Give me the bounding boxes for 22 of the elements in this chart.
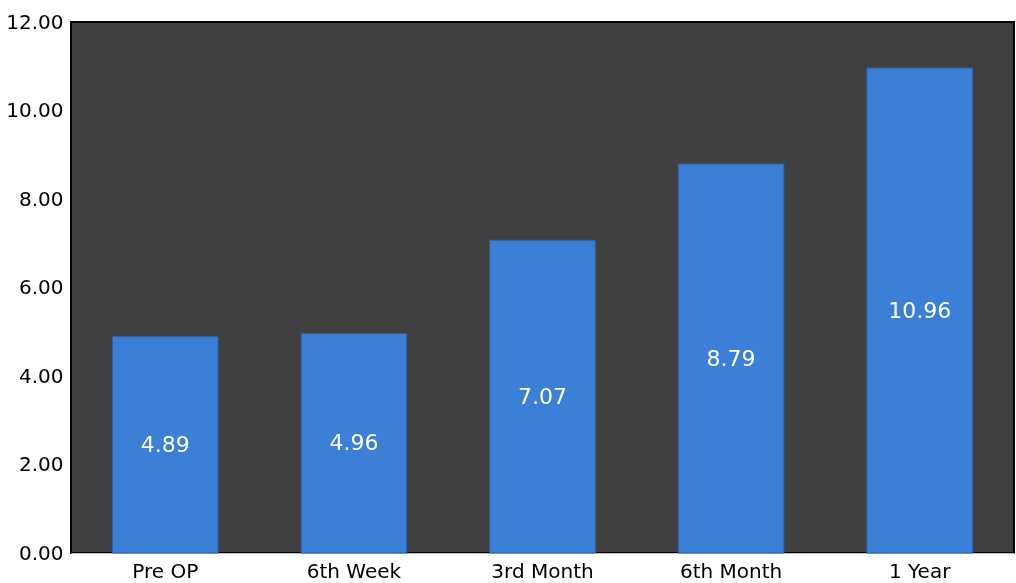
bar xyxy=(111,336,219,554)
bar xyxy=(677,163,785,554)
y-tick-label: 10.00 xyxy=(6,98,64,122)
x-tick-label: 1 Year xyxy=(888,558,952,583)
y-tick-label: 6.00 xyxy=(18,275,64,299)
y-tick-label: 2.00 xyxy=(18,452,64,476)
x-tick-label: 6th Month xyxy=(679,558,783,583)
bar xyxy=(300,333,408,554)
data-label: 4.89 xyxy=(140,431,190,457)
x-tick-label: 6th Week xyxy=(306,558,402,583)
bar xyxy=(489,239,596,554)
data-label: 8.79 xyxy=(706,345,756,371)
data-label: 7.07 xyxy=(518,383,567,409)
y-tick-label: 12.00 xyxy=(6,9,64,34)
y-tick-label: 0.00 xyxy=(18,540,64,565)
x-tick-label: Pre OP xyxy=(132,558,199,583)
y-tick-label: 8.00 xyxy=(18,186,64,211)
data-label: 10.96 xyxy=(888,297,952,323)
bar xyxy=(866,67,974,554)
data-label: 4.96 xyxy=(329,430,379,456)
y-tick-label: 4.00 xyxy=(18,363,64,388)
x-tick-label: 3rd Month xyxy=(491,558,594,583)
